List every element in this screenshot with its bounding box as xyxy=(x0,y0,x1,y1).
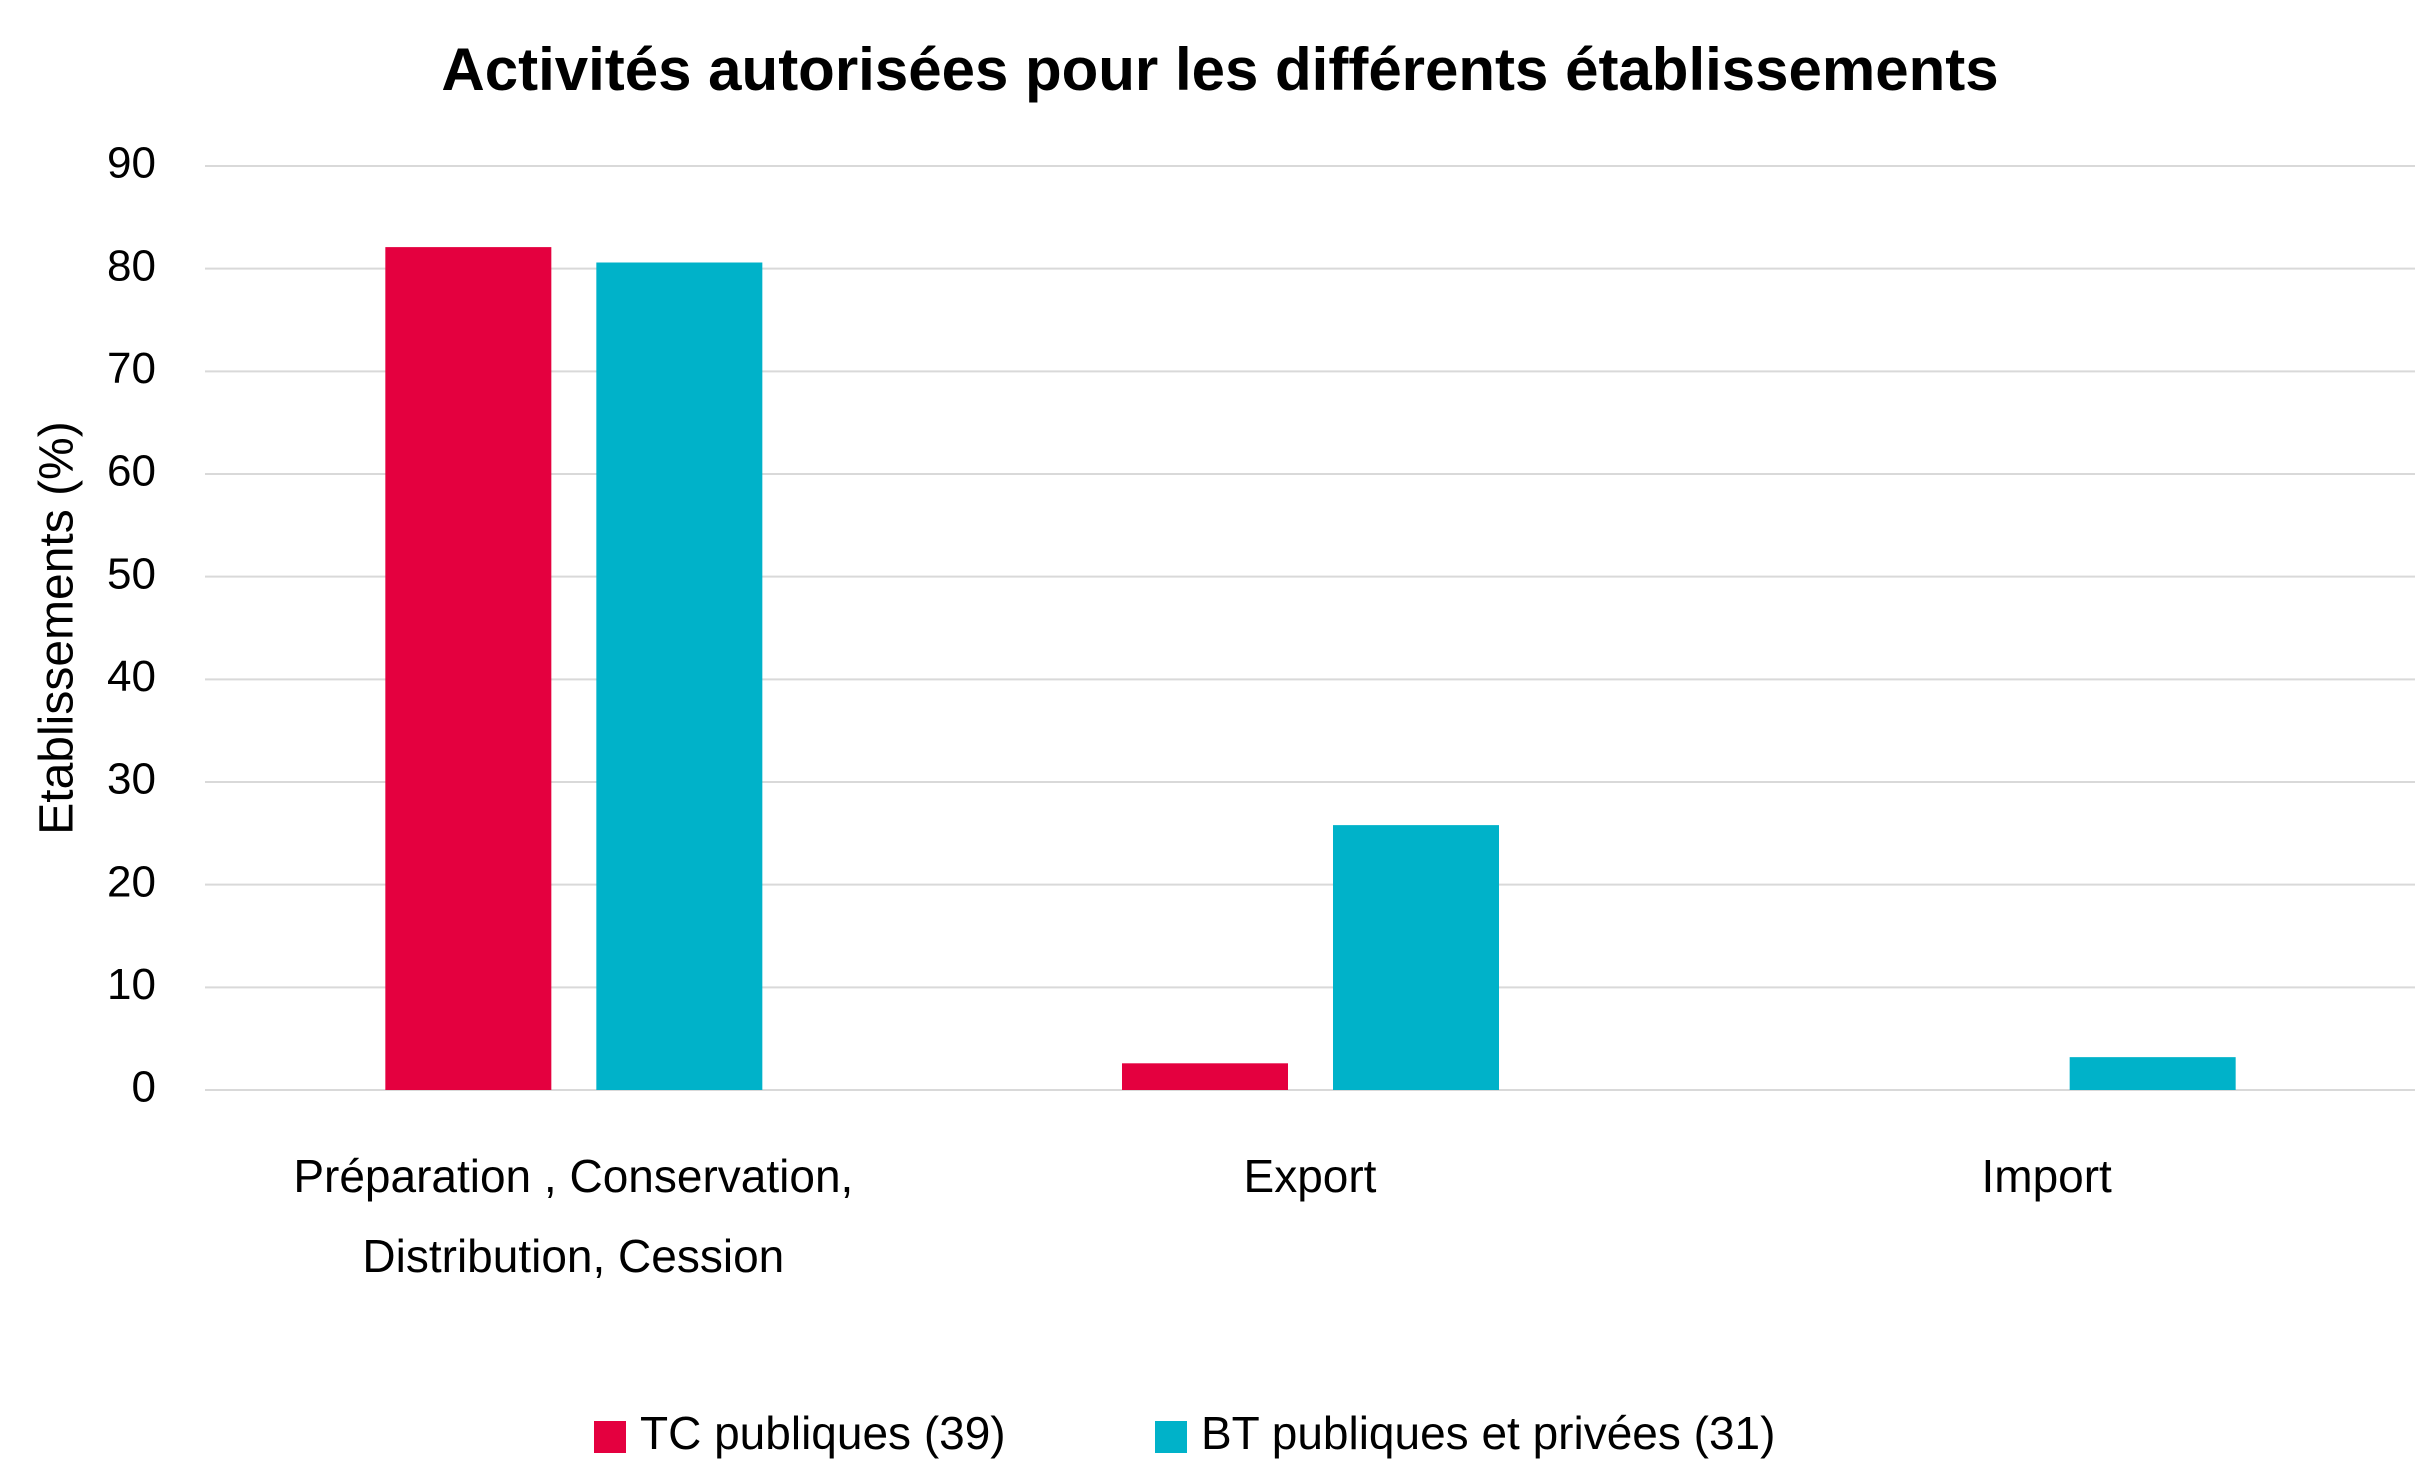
y-axis-label: Etablissements (%) xyxy=(31,421,84,834)
y-tick-label: 60 xyxy=(107,447,156,496)
x-tick-label: Import xyxy=(1981,1150,2112,1202)
y-tick-label: 70 xyxy=(107,344,156,393)
x-tick-label: Export xyxy=(1243,1150,1377,1202)
y-tick-label: 80 xyxy=(107,241,156,290)
bar xyxy=(385,247,552,1090)
legend-swatch xyxy=(1155,1421,1187,1453)
bar xyxy=(596,262,763,1090)
y-tick-label: 90 xyxy=(107,139,156,188)
chart-title: Activités autorisées pour les différents… xyxy=(441,36,1998,103)
y-tick-label: 0 xyxy=(132,1063,156,1112)
x-tick-label: Préparation , Conservation, Distribution… xyxy=(293,1150,854,1282)
bar xyxy=(2069,1057,2236,1090)
legend-label: BT publiques et privées (31) xyxy=(1201,1407,1775,1459)
legend-swatch xyxy=(594,1421,626,1453)
y-tick-label: 50 xyxy=(107,549,156,598)
y-tick-label: 20 xyxy=(107,857,156,906)
y-tick-label: 40 xyxy=(107,652,156,701)
legend-label: TC publiques (39) xyxy=(640,1407,1006,1459)
y-tick-label: 10 xyxy=(107,960,156,1009)
y-tick-label: 30 xyxy=(107,755,156,804)
bar xyxy=(1122,1063,1288,1090)
bar xyxy=(1333,825,1499,1090)
